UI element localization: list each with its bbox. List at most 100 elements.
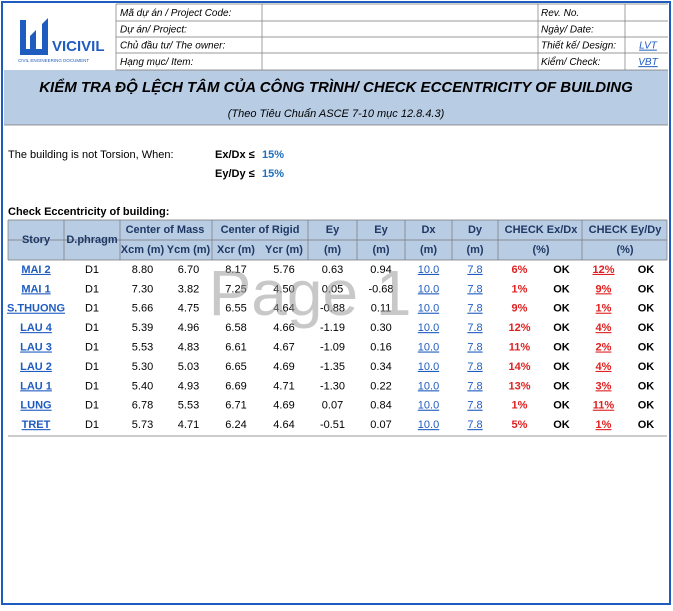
subtitle: (Theo Tiêu Chuẩn ASCE 7-10 mục 12.8.4.3) bbox=[228, 108, 445, 120]
column-header: Story bbox=[22, 234, 51, 246]
cell: 6.55 bbox=[225, 303, 246, 315]
ratio: 1% bbox=[512, 400, 528, 412]
field-label: Mã dự án / Project Code: bbox=[120, 8, 232, 19]
ratio: 3% bbox=[596, 380, 612, 392]
field-label: Dự án/ Project: bbox=[120, 25, 187, 36]
field-value: VBT bbox=[638, 57, 658, 68]
status: OK bbox=[553, 361, 570, 373]
story: LAU 4 bbox=[20, 322, 53, 334]
section-title: Check Eccentricity of building: bbox=[8, 206, 169, 218]
cell: 10.0 bbox=[418, 419, 439, 431]
status: OK bbox=[638, 322, 655, 334]
cell: D1 bbox=[85, 400, 99, 412]
cell: -1.19 bbox=[320, 322, 345, 334]
cell: 4.96 bbox=[178, 322, 199, 334]
cell: 7.8 bbox=[467, 322, 482, 334]
cell: 4.75 bbox=[178, 303, 199, 315]
cell: 7.8 bbox=[467, 380, 482, 392]
cell: 10.0 bbox=[418, 400, 439, 412]
status: OK bbox=[553, 400, 570, 412]
cell: D1 bbox=[85, 264, 99, 276]
cell: 7.8 bbox=[467, 303, 482, 315]
status: OK bbox=[638, 361, 655, 373]
cell: -1.09 bbox=[320, 342, 345, 354]
cell: 4.71 bbox=[273, 380, 294, 392]
column-subheader: Ycm (m) bbox=[167, 244, 211, 256]
field-label: Ngày/ Date: bbox=[541, 25, 594, 36]
cell: -0.88 bbox=[320, 303, 345, 315]
status: OK bbox=[638, 342, 655, 354]
cell: 4.67 bbox=[273, 342, 294, 354]
cell: 5.40 bbox=[132, 380, 153, 392]
status: OK bbox=[553, 419, 570, 431]
status: OK bbox=[638, 283, 655, 295]
cell: 10.0 bbox=[418, 361, 439, 373]
column-subheader: Xcm (m) bbox=[121, 244, 165, 256]
cell: 4.66 bbox=[273, 322, 294, 334]
story: LUNG bbox=[20, 400, 51, 412]
cell: 0.84 bbox=[370, 400, 391, 412]
cell: 10.0 bbox=[418, 322, 439, 334]
column-header: D.phragm bbox=[66, 234, 118, 246]
column-header: CHECK Ex/Dx bbox=[505, 224, 579, 236]
ratio: 9% bbox=[596, 283, 612, 295]
status: OK bbox=[638, 380, 655, 392]
field-label: Thiết kế/ Design: bbox=[541, 40, 616, 52]
cell: 0.30 bbox=[370, 322, 391, 334]
column-header: Ey bbox=[374, 224, 388, 236]
cell: 0.94 bbox=[370, 264, 391, 276]
cell: 7.8 bbox=[467, 283, 482, 295]
cell: -1.35 bbox=[320, 361, 345, 373]
status: OK bbox=[553, 342, 570, 354]
cell: 10.0 bbox=[418, 380, 439, 392]
cell: 4.64 bbox=[273, 419, 294, 431]
ratio: 11% bbox=[509, 342, 531, 354]
condition-label: Ey/Dy ≤ bbox=[215, 168, 255, 180]
column-subheader: (m) bbox=[372, 244, 389, 256]
status: OK bbox=[553, 322, 570, 334]
ratio: 6% bbox=[512, 264, 528, 276]
column-header: CHECK Ey/Dy bbox=[589, 224, 663, 236]
cell: 7.8 bbox=[467, 419, 482, 431]
cell: 4.69 bbox=[273, 400, 294, 412]
ratio: 9% bbox=[512, 303, 528, 315]
ratio: 4% bbox=[596, 322, 612, 334]
field-label: Chủ đầu tư/ The owner: bbox=[120, 40, 226, 52]
column-subheader: (m) bbox=[420, 244, 437, 256]
column-subheader: (%) bbox=[532, 244, 549, 256]
status: OK bbox=[553, 283, 570, 295]
column-header: Ey bbox=[326, 224, 340, 236]
story: TRET bbox=[22, 419, 51, 431]
column-header: Center of Rigid bbox=[221, 224, 300, 236]
cell: 4.71 bbox=[178, 419, 199, 431]
cell: 10.0 bbox=[418, 264, 439, 276]
logo: VICIVIL CIVIL ENGINEERING DOCUMENT bbox=[18, 18, 105, 63]
field-label: Rev. No. bbox=[541, 8, 579, 19]
cell: 0.07 bbox=[370, 419, 391, 431]
cell: 0.34 bbox=[370, 361, 391, 373]
ratio: 4% bbox=[596, 361, 612, 373]
status: OK bbox=[638, 303, 655, 315]
cell: 5.03 bbox=[178, 361, 199, 373]
status: OK bbox=[638, 264, 655, 276]
column-subheader: Xcr (m) bbox=[217, 244, 255, 256]
field-label: Hạng mục/ Item: bbox=[120, 57, 194, 68]
cell: 5.53 bbox=[178, 400, 199, 412]
cell: D1 bbox=[85, 361, 99, 373]
cell: -0.51 bbox=[320, 419, 345, 431]
cell: 6.69 bbox=[225, 380, 246, 392]
story: S.THUONG bbox=[7, 303, 65, 315]
story: MAI 1 bbox=[21, 283, 50, 295]
cell: 0.11 bbox=[371, 303, 392, 315]
cell: 5.76 bbox=[273, 264, 294, 276]
cell: D1 bbox=[85, 380, 99, 392]
cell: 4.93 bbox=[178, 380, 199, 392]
condition-value: 15% bbox=[262, 149, 284, 161]
column-header: Dy bbox=[468, 224, 483, 236]
condition-value: 15% bbox=[262, 168, 284, 180]
cell: 7.30 bbox=[132, 283, 153, 295]
cell: D1 bbox=[85, 283, 99, 295]
cell: 10.0 bbox=[418, 283, 439, 295]
status: OK bbox=[638, 400, 655, 412]
